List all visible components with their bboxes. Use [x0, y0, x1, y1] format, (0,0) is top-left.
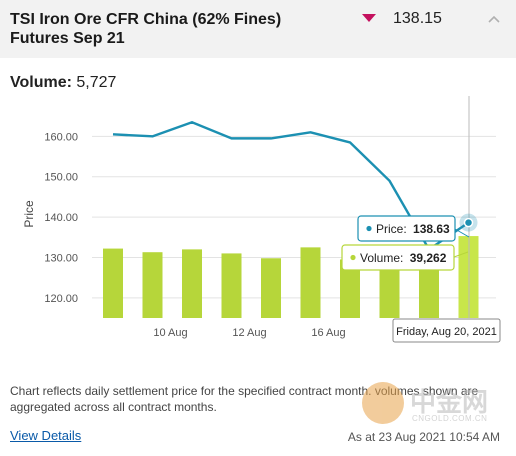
price-down-arrow-icon	[362, 14, 376, 22]
tooltip-volume-label: Volume:	[360, 251, 403, 265]
volume-bar[interactable]	[103, 248, 123, 318]
hover-point	[463, 217, 474, 228]
chart-footnote: Chart reflects daily settlement price fo…	[10, 384, 479, 414]
volume-label: Volume:	[10, 74, 72, 91]
y-tick-label: 120.00	[44, 293, 78, 305]
y-axis-title: Price	[22, 200, 36, 228]
volume-bar[interactable]	[261, 258, 281, 318]
svg-text:Volume: 39,262: Volume: 39,262	[360, 251, 447, 265]
as-of-timestamp: As at 23 Aug 2021 10:54 AM	[347, 430, 500, 444]
volume-bar[interactable]	[142, 252, 163, 318]
y-tick-label: 160.00	[44, 131, 78, 143]
volume-tooltip: Volume: 39,262	[341, 244, 469, 271]
tooltip-price-label: Price:	[376, 222, 407, 236]
x-tick-label: 10 Aug	[153, 327, 187, 339]
y-tick-label: 150.00	[44, 172, 78, 184]
y-tick-label: 140.00	[44, 212, 78, 224]
watermark-logo: 中金网 CNGOLD.COM.CN	[358, 380, 508, 430]
watermark-subtext: CNGOLD.COM.CN	[412, 414, 488, 423]
last-price: 138.15	[393, 10, 442, 27]
volume-bar[interactable]	[419, 255, 439, 318]
tooltip-price-value: 138.63	[413, 222, 450, 236]
header-bar: TSI Iron Ore CFR China (62% Fines) Futur…	[0, 0, 516, 58]
watermark-text: 中金网	[410, 388, 489, 418]
volume-value: 5,727	[76, 74, 117, 91]
volume-bar[interactable]	[340, 259, 360, 318]
price-line	[112, 121, 470, 251]
x-tick-label: 16 Aug	[311, 327, 345, 339]
contract-title: TSI Iron Ore CFR China (62% Fines) Futur…	[10, 11, 282, 47]
price-tooltip: Price: 138.63	[357, 215, 470, 242]
volume-bar[interactable]	[300, 247, 321, 318]
date-tooltip: Friday, Aug 20, 2021	[392, 318, 501, 343]
y-tick-label: 130.00	[44, 252, 78, 264]
price-volume-chart[interactable]: 120.00 130.00 140.00 150.00 160.00 Price 10 …	[0, 96, 516, 356]
view-details-link[interactable]: View Details	[10, 428, 82, 443]
svg-text:Price: 138.63: Price: 138.63	[376, 222, 450, 236]
watermark-coin-icon	[362, 382, 404, 424]
volume-summary: Volume: 5,727	[10, 74, 116, 92]
volume-bar[interactable]	[182, 249, 202, 318]
x-tick-label: 12 Aug	[232, 327, 266, 339]
tooltip-volume-value: 39,262	[410, 251, 447, 265]
tooltip-date: Friday, Aug 20, 2021	[396, 326, 497, 338]
y-axis-tick-labels: 120.00 130.00 140.00 150.00 160.00	[44, 131, 78, 304]
chevron-up-icon[interactable]	[488, 14, 500, 26]
volume-bar[interactable]	[221, 253, 242, 318]
